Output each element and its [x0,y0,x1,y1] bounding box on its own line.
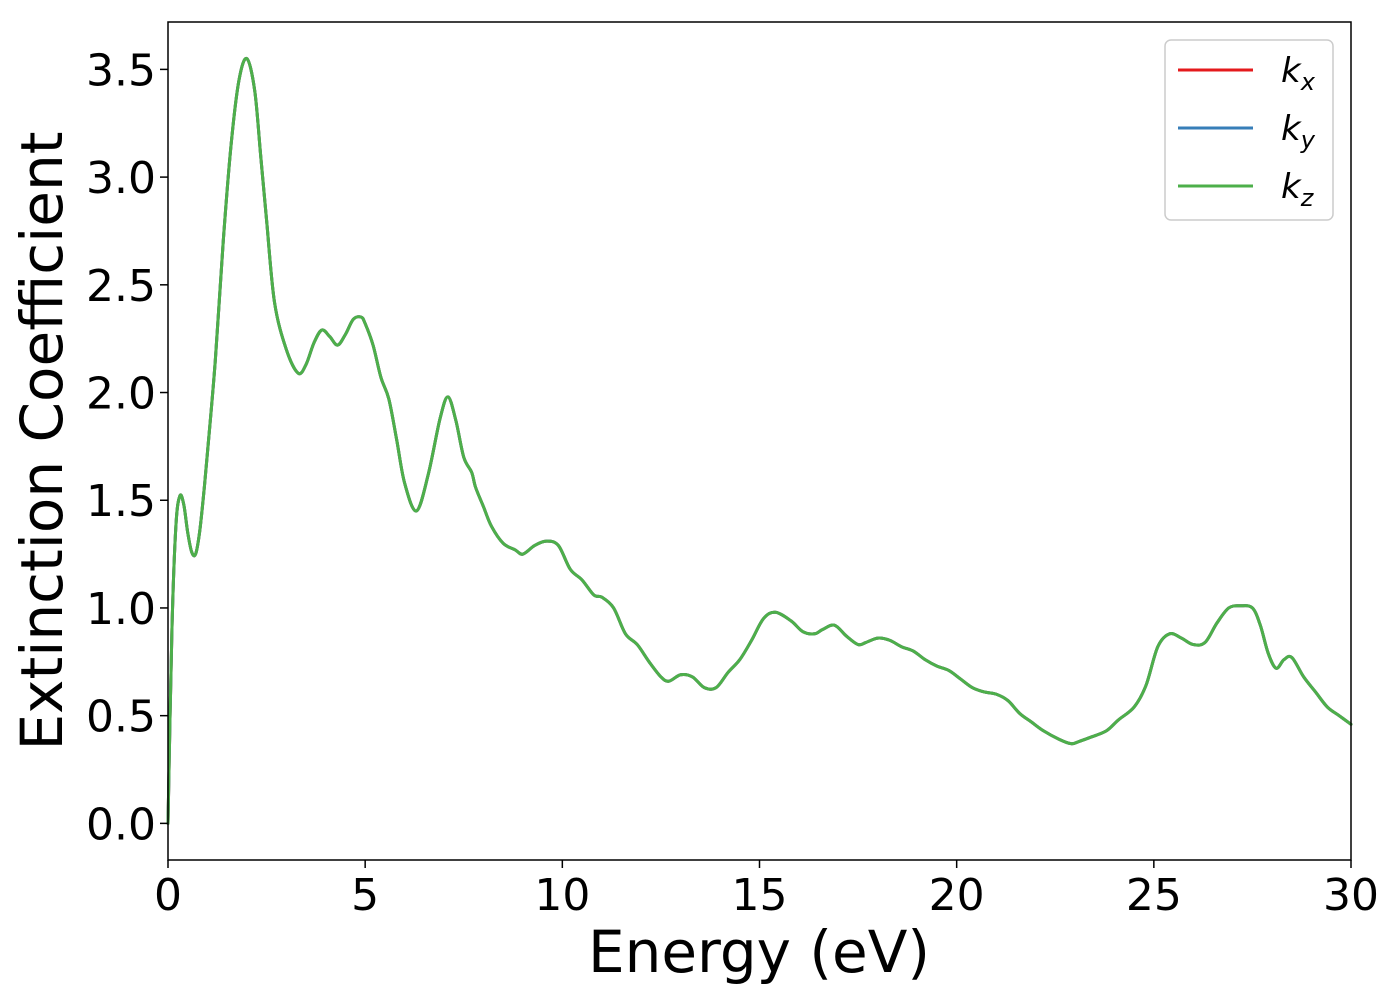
x-tick-label: 20 [929,870,985,921]
series-line-kz [166,56,1353,825]
y-tick-label: 1.0 [86,584,156,635]
x-tick-label: 0 [154,870,182,921]
x-tick-label: 30 [1323,870,1379,921]
x-axis-label: Energy (eV) [588,918,930,986]
x-tick-label: 25 [1126,870,1182,921]
y-tick-label: 1.5 [86,476,156,527]
x-tick-label: 15 [732,870,788,921]
legend-box [1164,39,1334,221]
y-tick-label: 3.0 [86,153,156,204]
x-tick-label: 10 [534,870,590,921]
y-tick-label: 2.0 [86,369,156,420]
y-tick-label: 0.0 [86,799,156,850]
y-tick-label: 2.5 [86,261,156,312]
y-tick-label: 3.5 [86,45,156,96]
x-tick-label: 5 [351,870,379,921]
y-axis-ticks: 0.0 0.5 1.0 1.5 2.0 2.5 3.0 3.5 [86,45,168,850]
y-tick-label: 0.5 [86,692,156,743]
series-layer [166,56,1353,825]
y-axis-label: Extinction Coefficient [8,132,76,751]
x-axis-ticks: 0 5 10 15 20 25 30 [154,860,1379,921]
